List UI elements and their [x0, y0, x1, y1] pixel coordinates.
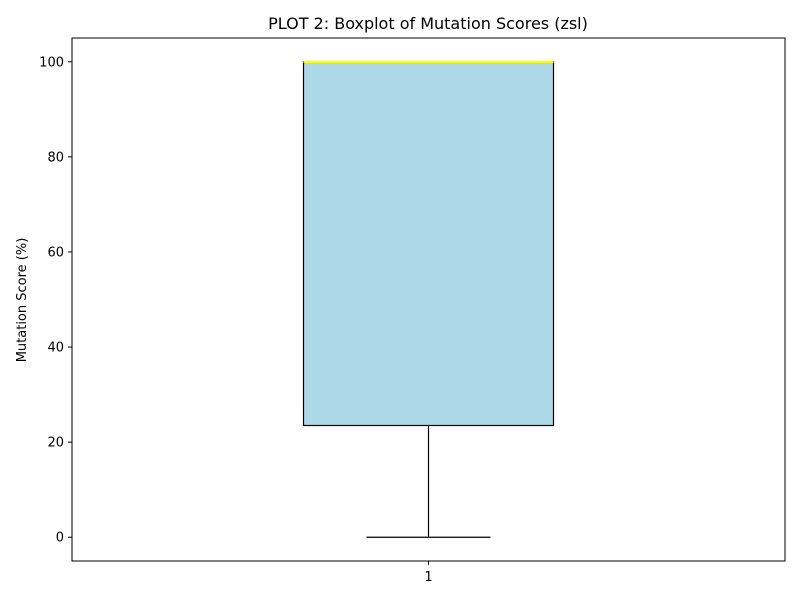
y-axis: 0 20 40 60 80 100: [39, 55, 72, 546]
y-axis-label: Mutation Score (%): [15, 238, 30, 363]
y-tick-label: 60: [47, 245, 64, 260]
box: [302, 61, 555, 427]
y-tick-label: 0: [56, 531, 64, 546]
x-axis: 1: [424, 561, 433, 585]
chart-title: PLOT 2: Boxplot of Mutation Scores (zsl): [268, 14, 588, 33]
x-tick-label: 1: [424, 570, 432, 585]
y-tick-label: 20: [47, 436, 64, 451]
y-tick-label: 40: [47, 341, 64, 356]
y-tick-label: 100: [39, 55, 64, 70]
y-tick-label: 80: [47, 150, 64, 165]
plot-area: [71, 37, 786, 562]
